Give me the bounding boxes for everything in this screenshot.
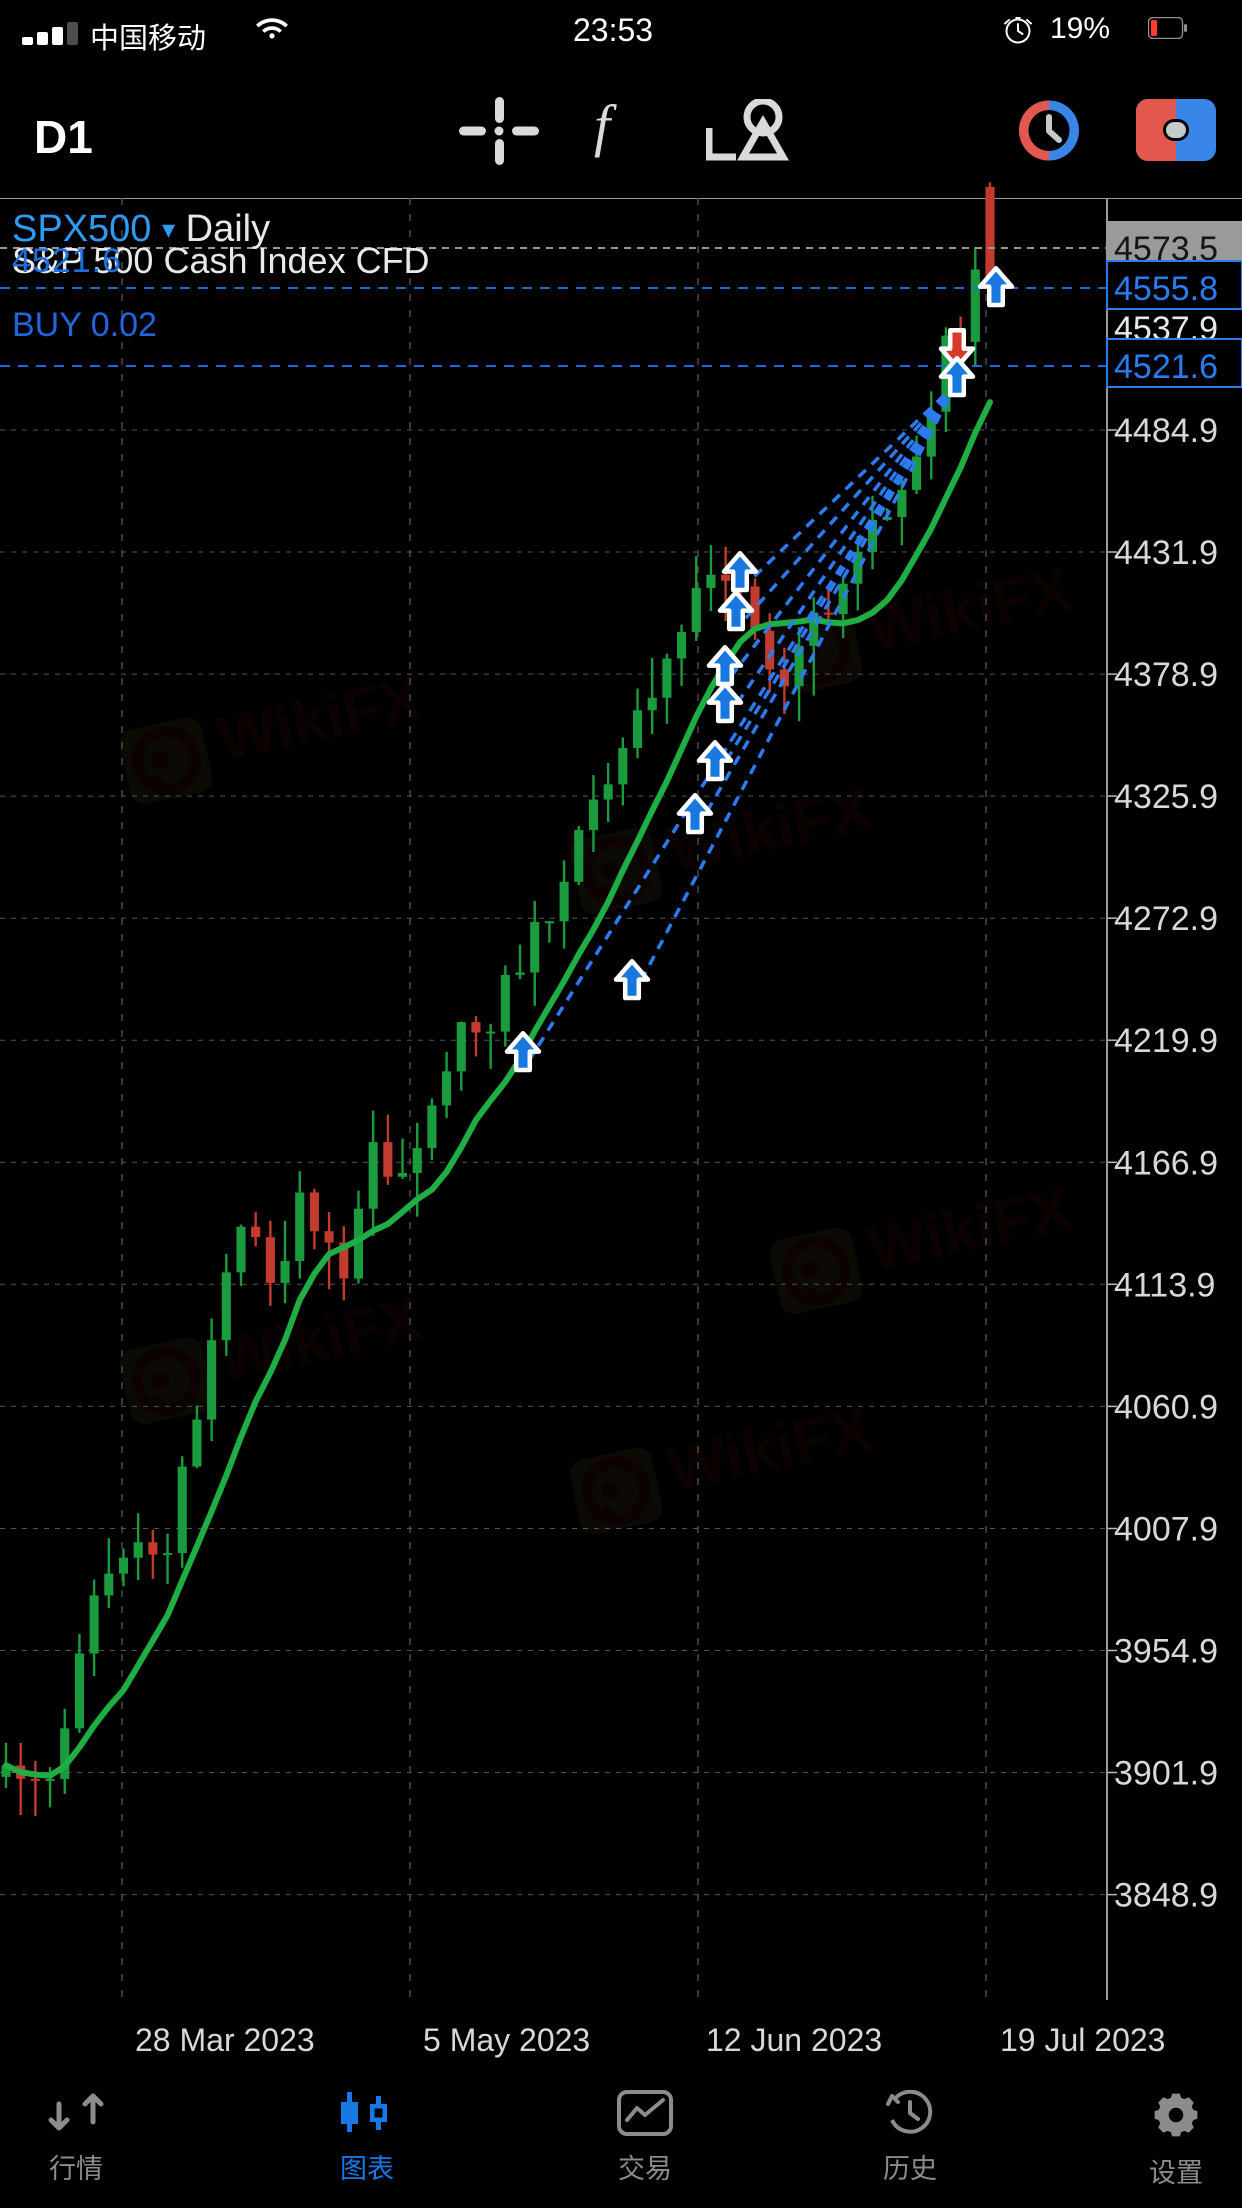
svg-text:4113.9: 4113.9: [1114, 1266, 1215, 1304]
svg-text:4378.9: 4378.9: [1114, 656, 1218, 694]
svg-text:4431.9: 4431.9: [1114, 534, 1218, 572]
svg-text:4166.9: 4166.9: [1114, 1144, 1218, 1182]
svg-text:4325.9: 4325.9: [1114, 778, 1218, 816]
svg-text:4272.9: 4272.9: [1114, 900, 1218, 938]
svg-text:WikiFX: WikiFX: [862, 554, 1078, 664]
svg-text:WikiFX: WikiFX: [862, 1174, 1078, 1284]
svg-text:3848.9: 3848.9: [1114, 1877, 1218, 1915]
svg-text:3901.9: 3901.9: [1114, 1755, 1218, 1793]
svg-text:4007.9: 4007.9: [1114, 1511, 1218, 1549]
svg-text:4060.9: 4060.9: [1114, 1388, 1218, 1426]
svg-text:3954.9: 3954.9: [1114, 1633, 1218, 1671]
svg-text:WikiFX: WikiFX: [662, 1394, 878, 1504]
svg-text:4219.9: 4219.9: [1114, 1022, 1218, 1060]
svg-text:4484.9: 4484.9: [1114, 412, 1218, 450]
svg-text:4555.8: 4555.8: [1114, 270, 1218, 308]
svg-text:WikiFX: WikiFX: [212, 664, 428, 774]
svg-text:4521.6: 4521.6: [1114, 348, 1218, 386]
svg-text:WikiFX: WikiFX: [212, 1284, 428, 1394]
